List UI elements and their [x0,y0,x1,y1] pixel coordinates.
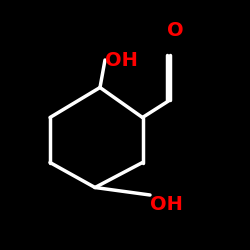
Text: O: O [167,20,183,40]
Text: OH: OH [150,196,183,214]
Text: OH: OH [105,50,138,70]
